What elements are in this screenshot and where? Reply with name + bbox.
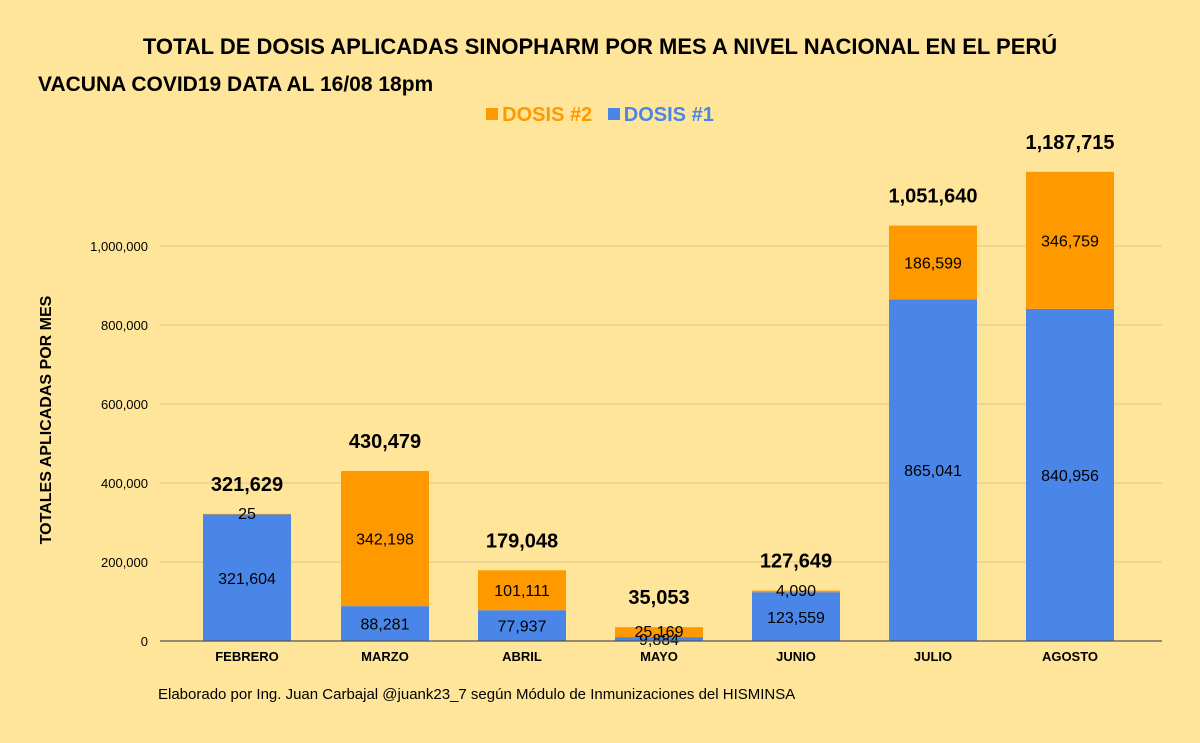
total-label: 1,051,640 (889, 186, 978, 208)
total-label: 127,649 (760, 551, 832, 573)
legend-swatch-dosis-1 (607, 108, 620, 120)
legend-label-dosis-1: DOSIS #1 (623, 104, 714, 126)
total-label: 179,048 (486, 530, 558, 552)
y-tick-label: 600,000 (101, 397, 148, 412)
x-tick-label: AGOSTO (1042, 649, 1098, 664)
x-tick-label: ABRIL (502, 649, 542, 664)
chart-legend: DOSIS #2 DOSIS #1 (0, 104, 1200, 127)
total-label: 35,053 (628, 587, 689, 609)
bar-dosis-1-julio (889, 299, 977, 641)
legend-item-dosis-2: DOSIS #2 (486, 104, 592, 127)
bar-dosis-2-marzo (341, 470, 429, 607)
data-label-dosis-1: 321,604 (218, 571, 276, 588)
bar-dosis-2-febrero (203, 513, 291, 515)
bar-dosis-1-marzo (341, 606, 429, 641)
total-label: 1,187,715 (1026, 132, 1115, 154)
bar-dosis-2-junio (752, 590, 840, 593)
chart-subtitle: VACUNA COVID19 DATA AL 16/08 18pm (38, 73, 434, 96)
data-label-dosis-2: 4,090 (776, 583, 816, 600)
bar-dosis-1-junio (752, 592, 840, 641)
data-label-dosis-2: 25,169 (635, 624, 684, 641)
x-tick-label: MAYO (640, 649, 678, 664)
data-label-dosis-1: 123,559 (767, 610, 825, 627)
y-tick-label: 200,000 (101, 555, 148, 570)
data-label-dosis-2: 25 (238, 506, 256, 523)
bar-dosis-1-abril (478, 610, 566, 641)
data-label-dosis-2: 186,599 (904, 255, 962, 272)
y-axis-title: TOTALES APLICADAS POR MES (38, 295, 55, 544)
bar-dosis-1-mayo (615, 637, 703, 641)
data-label-dosis-1: 77,937 (498, 619, 547, 636)
x-tick-label: MARZO (361, 649, 409, 664)
y-tick-label: 0 (141, 634, 148, 649)
data-label-dosis-2: 346,759 (1041, 233, 1099, 250)
chart-title: TOTAL DE DOSIS APLICADAS SINOPHARM POR M… (142, 34, 1058, 59)
x-tick-label: JULIO (914, 649, 952, 664)
y-tick-label: 800,000 (101, 318, 148, 333)
y-tick-label: 1,000,000 (90, 239, 148, 254)
data-label-dosis-1: 88,281 (361, 617, 410, 634)
data-label-dosis-1: 840,956 (1041, 468, 1099, 485)
legend-label-dosis-2: DOSIS #2 (502, 104, 593, 126)
bar-dosis-2-julio (889, 225, 977, 300)
bar-dosis-1-agosto (1026, 308, 1114, 641)
data-label-dosis-1: 865,041 (904, 463, 962, 480)
y-tick-label: 400,000 (101, 476, 148, 491)
legend-swatch-dosis-2 (486, 108, 499, 120)
footer-credit: Elaborado por Ing. Juan Carbajal @juank2… (158, 686, 796, 703)
bar-dosis-2-agosto (1026, 171, 1114, 309)
x-tick-label: JUNIO (776, 649, 816, 664)
data-label-dosis-2: 101,111 (494, 583, 550, 600)
x-tick-label: FEBRERO (215, 649, 279, 664)
legend-item-dosis-1: DOSIS #1 (607, 104, 714, 127)
total-label: 430,479 (349, 431, 421, 453)
bar-dosis-1-febrero (203, 513, 291, 641)
bar-dosis-2-abril (478, 570, 566, 611)
total-label: 321,629 (211, 474, 283, 496)
bar-dosis-2-mayo (615, 627, 703, 638)
data-label-dosis-2: 342,198 (356, 532, 414, 549)
